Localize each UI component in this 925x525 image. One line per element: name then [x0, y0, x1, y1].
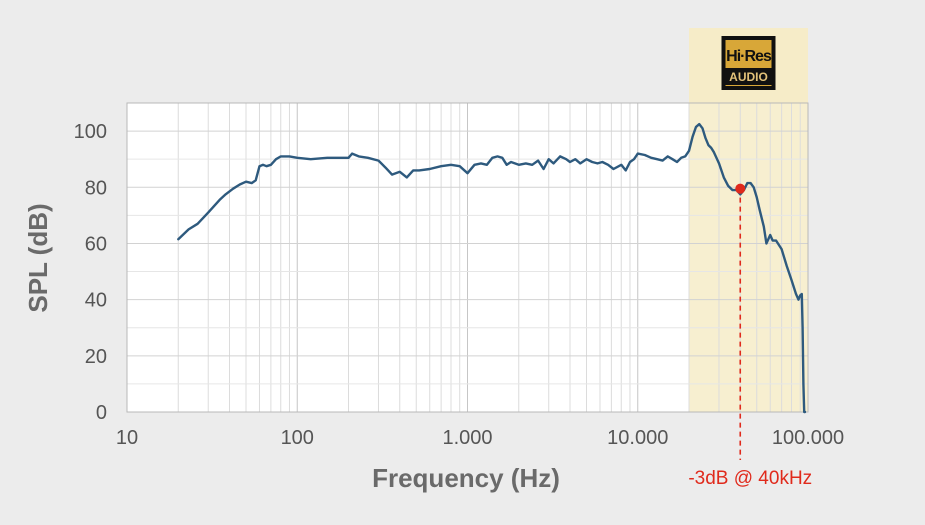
- x-axis-label: Frequency (Hz): [372, 463, 560, 493]
- y-tick-label: 60: [85, 233, 107, 255]
- x-tick-label: 10: [116, 427, 138, 449]
- y-tick-label: 0: [96, 402, 107, 424]
- plot-border: [126, 102, 809, 413]
- minus-3db-marker: [735, 183, 746, 194]
- y-tick-label: 100: [74, 121, 107, 143]
- x-tick-label: 100: [281, 427, 314, 449]
- y-tick-label: 20: [85, 346, 107, 368]
- x-tick-label: 1.000: [442, 427, 492, 449]
- y-tick-label: 80: [85, 177, 107, 199]
- x-tick-label: 100.000: [772, 427, 844, 449]
- logo-text-hires: Hi·Res: [726, 48, 772, 65]
- y-axis-label: SPL (dB): [23, 203, 53, 312]
- response-curve: [177, 122, 807, 414]
- x-tick-label: 10.000: [607, 427, 668, 449]
- logo-bar: [724, 68, 773, 85]
- hires-band: [689, 103, 808, 412]
- hires-audio-logo: Hi·Res AUDIO: [721, 36, 776, 90]
- y-tick-label: 40: [85, 290, 107, 312]
- minus-3db-annotation: -3dB @ 40kHz: [688, 468, 812, 489]
- logo-text-audio: AUDIO: [729, 70, 768, 84]
